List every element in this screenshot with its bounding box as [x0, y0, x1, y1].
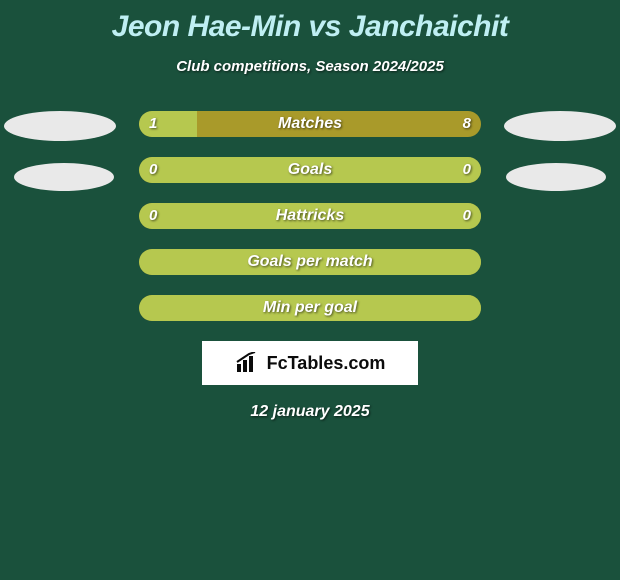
stat-right-value: 0	[463, 157, 471, 183]
player2-name: Janchaichit	[349, 10, 509, 43]
stat-bars: 1 Matches 8 0 Goals 0 0 Hattricks 0 Goal…	[139, 111, 481, 321]
stat-row-goals: 0 Goals 0	[139, 157, 481, 183]
subtitle: Club competitions, Season 2024/2025	[0, 58, 620, 75]
stat-row-matches: 1 Matches 8	[139, 111, 481, 137]
player2-badge-row1	[504, 111, 616, 141]
date-line: 12 january 2025	[0, 403, 620, 421]
stat-row-min-per-goal: Min per goal	[139, 295, 481, 321]
stat-label: Min per goal	[139, 295, 481, 321]
player2-badge-row2	[506, 163, 606, 191]
comparison-title: Jeon Hae-Min vs Janchaichit	[0, 0, 620, 44]
brand-text: FcTables.com	[267, 353, 386, 374]
brand-box: FcTables.com	[202, 341, 418, 385]
bar-chart-icon	[235, 352, 261, 374]
stat-label: Goals	[139, 157, 481, 183]
stat-label: Hattricks	[139, 203, 481, 229]
chart-area: 1 Matches 8 0 Goals 0 0 Hattricks 0 Goal…	[0, 111, 620, 421]
stat-right-value: 0	[463, 203, 471, 229]
stat-label: Goals per match	[139, 249, 481, 275]
stat-label: Matches	[139, 111, 481, 137]
player1-name: Jeon Hae-Min	[112, 10, 301, 43]
vs-separator: vs	[309, 10, 341, 43]
stat-row-hattricks: 0 Hattricks 0	[139, 203, 481, 229]
stat-row-goals-per-match: Goals per match	[139, 249, 481, 275]
player1-badge-row2	[14, 163, 114, 191]
player1-badge-row1	[4, 111, 116, 141]
stat-right-value: 8	[463, 111, 471, 137]
